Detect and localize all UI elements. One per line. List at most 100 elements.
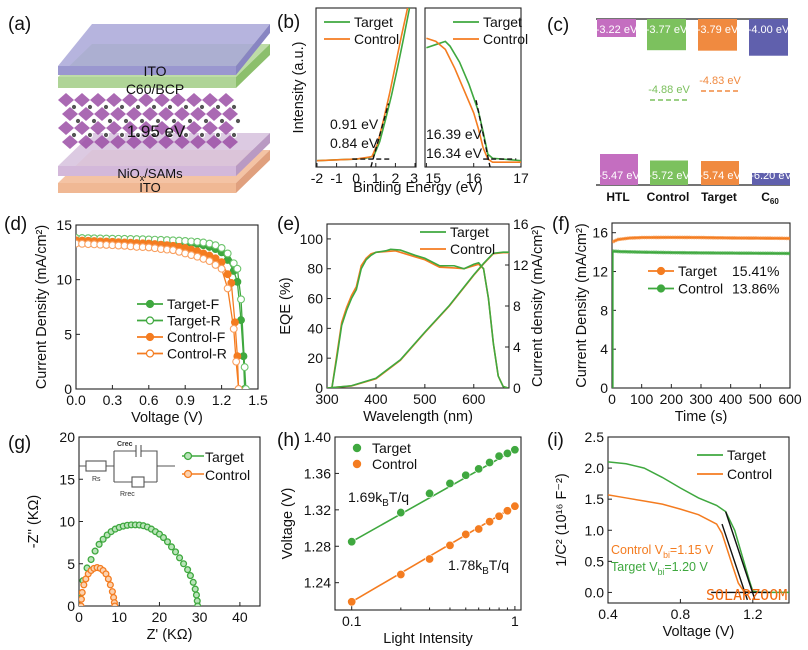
- plot-area: [612, 235, 790, 388]
- x-axis-label: Wavelength (nm): [363, 409, 473, 425]
- circuit-label-rs: Rs: [92, 476, 101, 483]
- cation-icon: [122, 117, 130, 125]
- cation-icon: [170, 117, 178, 125]
- octahedron-icon: [94, 107, 110, 121]
- data-point: [106, 581, 114, 589]
- series-line-control: [426, 37, 521, 164]
- cation-icon: [234, 117, 242, 125]
- vbi-target-rest: =1.20 V: [664, 560, 708, 574]
- data-point: [510, 445, 520, 455]
- octahedron-icon: [190, 107, 206, 121]
- series-line-target: [426, 40, 521, 162]
- y-tick-label: 1.40: [304, 429, 331, 445]
- data-point: [191, 585, 199, 593]
- data-point: [211, 260, 220, 269]
- y-tick-label: 10: [56, 272, 72, 288]
- data-point: [163, 538, 172, 546]
- octahedron-icon: [110, 107, 126, 121]
- octahedron-icon: [138, 93, 154, 107]
- ideality-control-sub: B: [482, 566, 489, 577]
- chart-h: 0.1 1 1.24 1.28 1.32 1.36 1.40 Light Intensity V…: [280, 429, 522, 647]
- cation-icon: [150, 103, 158, 111]
- panel-label-c: (c): [547, 15, 569, 36]
- legend-marker: [145, 332, 155, 342]
- cation-icon: [198, 103, 206, 111]
- ideality-target: 1.69kBT/q: [348, 489, 409, 509]
- data-point: [241, 385, 250, 389]
- data-point: [494, 451, 504, 461]
- octahedron-icon: [138, 121, 154, 135]
- y-tick-label: 5: [64, 326, 72, 342]
- resistor-rrec-icon: [131, 476, 145, 488]
- top-ito-label: ITO: [143, 63, 166, 79]
- octahedron-icon: [74, 93, 90, 107]
- x-axis-label: Z' (KΩ): [147, 627, 193, 643]
- series-line-control-right: [327, 251, 509, 388]
- data-point: [180, 560, 188, 568]
- chart-f: 0 100 200 300 400 500 600 0 4 8 12 16 Time (s) Curren…: [574, 222, 802, 425]
- vbi-control-main: Control V: [611, 543, 664, 557]
- y-axis-label: Intensity (a.u.): [291, 42, 307, 134]
- data-point: [425, 488, 435, 498]
- data-point: [223, 270, 232, 279]
- ideality-control: 1.78kBT/q: [448, 557, 509, 577]
- data-point: [108, 588, 116, 596]
- data-point: [474, 464, 484, 474]
- legend-marker: [352, 459, 362, 469]
- data-point: [240, 363, 249, 372]
- x-tick-label: 1.5: [248, 392, 268, 408]
- bandgap-label: 1.95 eV: [127, 122, 186, 141]
- octahedron-icon: [154, 93, 170, 107]
- material-sub: 60: [770, 197, 779, 206]
- data-point: [80, 581, 88, 589]
- cation-icon: [154, 117, 162, 125]
- plot-area: [347, 445, 520, 607]
- panel-label-h: (h): [277, 430, 300, 451]
- homo-bar-htl: [600, 154, 638, 185]
- annotation-1639eV: 16.39 eV: [426, 126, 483, 142]
- data-point: [347, 597, 357, 607]
- ideality-target-main: 1.69k: [348, 489, 383, 505]
- octahedron-icon: [190, 135, 206, 149]
- guide-line: [721, 523, 749, 601]
- vbi-target: Target Vbi=1.20 V: [611, 560, 708, 577]
- y-tick-label: 20: [307, 350, 323, 366]
- octahedron-icon: [62, 135, 78, 149]
- data-point: [461, 529, 471, 539]
- cation-icon: [218, 117, 226, 125]
- plot-frame: [315, 7, 417, 168]
- panel-label-d: (d): [4, 214, 27, 235]
- material-label: HTL: [606, 190, 629, 204]
- annotation-084eV: 0.84 eV: [330, 135, 379, 151]
- legend-label: Control: [483, 31, 528, 47]
- x-tick-label: 500: [413, 391, 437, 407]
- y-tick-label: 0: [315, 380, 323, 396]
- plot-frame: [75, 224, 259, 390]
- data-point: [396, 508, 406, 518]
- y-tick-label: 100: [300, 231, 324, 247]
- octahedron-icon: [142, 135, 158, 149]
- x-tick-label: 600: [462, 391, 486, 407]
- octahedron-icon: [122, 93, 138, 107]
- cation-icon: [134, 131, 142, 139]
- x-tick-label: 16: [466, 170, 482, 186]
- legend-value: 15.41%: [732, 263, 779, 279]
- y-tick-label: 0.5: [585, 553, 605, 569]
- y-tick-label: 40: [307, 320, 323, 336]
- data-point: [227, 278, 236, 287]
- panel-label-g: (g): [8, 433, 31, 454]
- legend-marker: [656, 266, 666, 276]
- octahedron-icon: [222, 135, 238, 149]
- x-tick-label: 3: [410, 170, 418, 186]
- y-axis-label: Current Density (mA/cm²): [34, 225, 50, 389]
- panel-label-f: (f): [552, 214, 570, 235]
- cation-icon: [102, 131, 110, 139]
- legend-label: Control: [372, 456, 417, 472]
- octahedron-icon: [110, 135, 126, 149]
- x-tick-label: 0.1: [342, 613, 362, 629]
- series-line-control-left: [331, 250, 509, 388]
- cation-icon: [202, 117, 210, 125]
- x-tick-label: 0.0: [66, 392, 86, 408]
